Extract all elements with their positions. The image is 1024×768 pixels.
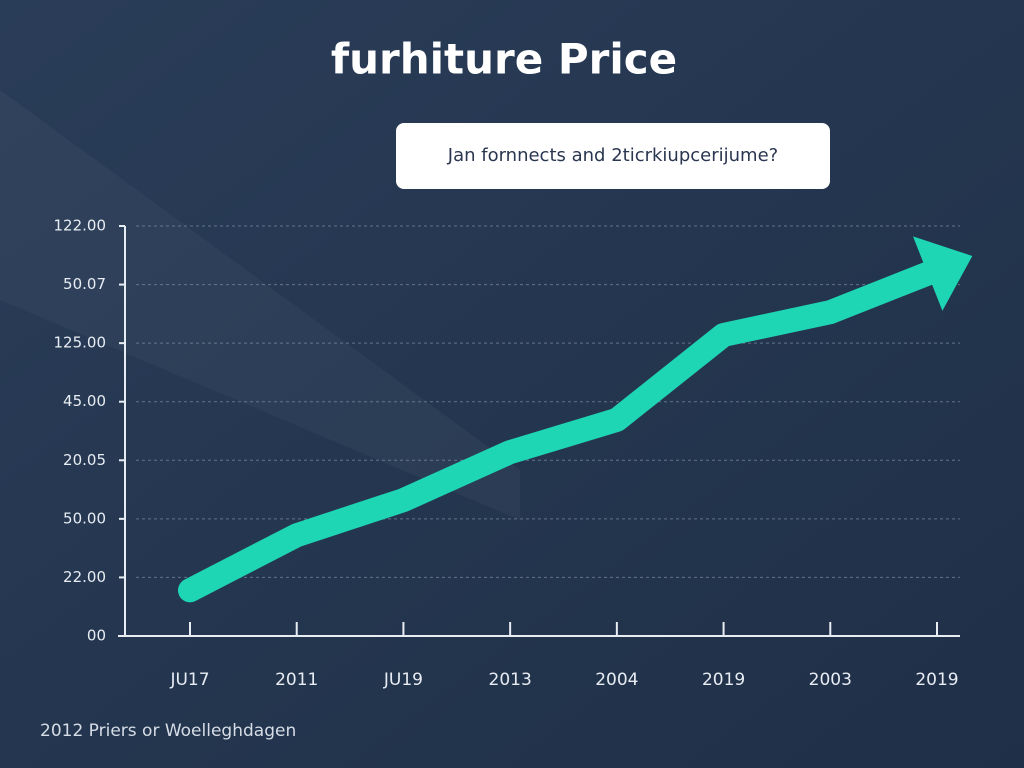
x-tick-label: JU19 [383, 670, 423, 690]
y-tick-label: 00 [87, 627, 106, 645]
chart-subtitle: Jan fornnects and 2ticrkiupcerijume? [447, 145, 778, 166]
x-tick-label: 2004 [595, 670, 638, 690]
y-tick-label: 50.00 [63, 509, 106, 527]
footer: 2012 Priers or Woelleghdagen [40, 721, 296, 741]
x-tick-label: 2003 [809, 670, 852, 690]
arrow-head [912, 236, 973, 311]
x-tick-label: 2019 [702, 670, 745, 690]
y-tick-label: 20.05 [63, 451, 106, 469]
x-tick-label: JU17 [169, 670, 209, 690]
y-tick-label: 22.00 [63, 568, 106, 586]
x-tick-label: 2013 [489, 670, 532, 690]
x-tick-label: 2011 [275, 670, 318, 690]
y-tick-label: 45.00 [63, 392, 106, 410]
subtitle-box [396, 123, 830, 189]
y-tick-label: 50.07 [63, 275, 106, 293]
chart-title: furhiture Price [331, 35, 677, 84]
y-tick-label: 125.00 [54, 334, 107, 352]
y-tick-label: 122.00 [54, 217, 107, 235]
x-tick-label: 2019 [915, 670, 958, 690]
line [178, 257, 949, 603]
